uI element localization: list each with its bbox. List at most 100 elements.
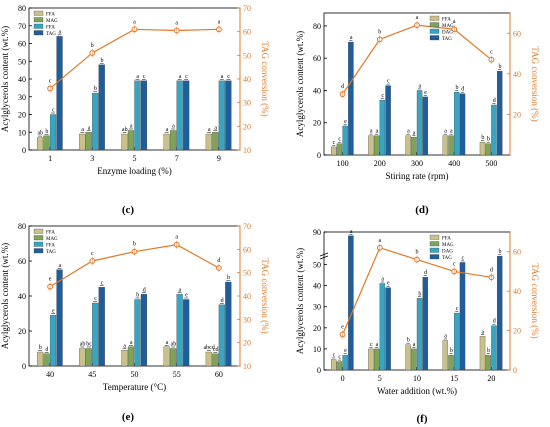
conversion-line [342,24,492,95]
x-tick-label: 60 [215,370,223,379]
legend-label: FFA [46,230,55,235]
x-tick-label: 1 [48,154,52,163]
bar-tag [98,287,105,367]
significance-letter: a [179,287,182,293]
conversion-letter: b [416,250,419,256]
y-tick-label: 80 [313,22,321,31]
y2-tick-label: 20 [513,110,521,119]
significance-letter: c [461,255,464,261]
bar-dag [379,99,386,156]
bar-mag [85,132,92,151]
conversion-letter: d [490,267,493,273]
significance-letter: a [407,129,410,135]
conversion-letter: e [49,277,52,283]
legend-swatch [33,10,44,16]
conversion-letter: a [133,19,136,25]
x-tick-label: 200 [374,159,386,168]
significance-letter: ab [171,342,177,348]
y2-axis-label: TAG conversion (%) [260,258,270,333]
significance-letter: a [413,342,416,348]
y2-tick-label: 50 [243,269,251,278]
bar-tag [183,80,190,151]
y-axis-label: Acylglycerols content (wt.%) [295,31,305,137]
bar-ffa [218,80,225,151]
bar-ffa [331,146,337,156]
bar-mag [43,353,50,367]
significance-letter: e [344,119,347,125]
y-tick-label: 50 [18,57,26,66]
significance-letter: d [493,98,496,104]
significance-letter: b [498,249,501,255]
significance-letter: a [130,123,133,129]
legend-label: TAG [46,250,56,255]
significance-letter: b [481,135,484,141]
bar-dag [379,283,386,371]
significance-letter: a [59,263,62,269]
significance-letter: b [450,348,453,354]
bar-ffa [49,114,57,151]
significance-letter: c [227,74,230,80]
conversion-letter: a [218,19,221,25]
significance-letter: abcd [203,345,214,351]
bar-ffa [134,299,141,367]
bar-tag [496,255,503,371]
x-tick-label: 100 [337,159,349,168]
legend-label: MAG [46,237,58,242]
y2-tick-label: 50 [243,51,251,60]
bar-dag [454,91,460,156]
bar-tag [56,269,63,367]
conversion-letter: c [49,78,52,84]
x-tick-label: 5 [378,374,382,383]
x-tick-label: 7 [175,154,179,163]
significance-letter: c [456,306,459,312]
significance-letter: b [45,129,48,135]
significance-letter: c [338,355,341,361]
y-tick-label: 20 [313,324,321,333]
y2-tick-label: 20 [513,327,521,336]
bar-mag [448,355,454,371]
bar-ffa [218,304,225,367]
y-tick-label: 0 [22,146,26,155]
bar-ffa [121,133,128,151]
bar-ffa [79,348,86,367]
legend-swatch [429,234,440,240]
x-tick-label: 3 [90,154,94,163]
bar-mag [127,346,135,367]
significance-letter: c [52,108,55,114]
significance-letter: c [185,74,188,80]
y2-tick-label: 20 [243,339,251,348]
bar-ffa [163,346,170,367]
y2-tick-label: 10 [243,362,251,371]
conversion-letter: b [133,242,136,248]
bar-ffa [92,302,99,367]
y2-axis-label: TAG conversion (%) [260,41,270,116]
bar-tag [422,96,428,156]
bar-tag [98,64,105,151]
conversion-letter: d [341,84,344,90]
y-tick-label: 40 [313,282,321,291]
bar-ffa [36,351,44,367]
significance-letter: a [381,277,384,283]
legend-swatch [33,23,44,29]
significance-letter: e [185,293,188,299]
y-tick-label: 20 [313,119,321,128]
conversion-letter: a [416,15,419,21]
x-tick-label: 9 [217,154,221,163]
y2-tick-label: 30 [243,315,251,324]
bar-dag [416,298,423,371]
significance-letter: b [101,58,104,64]
legend-label: TAG [442,37,452,42]
y2-tick-label: 30 [243,99,251,108]
significance-letter: b [136,293,139,299]
significance-letter: b [227,275,230,281]
conversion-letter: a [378,238,381,244]
x-tick-label: 500 [485,159,497,168]
bar-ffa [368,348,374,371]
significance-letter: b [94,86,97,92]
y-tick-label: 60 [18,257,26,266]
bar-ffa [442,340,449,371]
significance-letter: b [456,85,459,91]
bar-ffa [479,141,486,156]
significance-letter: e [344,348,347,354]
bar-tag [348,235,354,371]
